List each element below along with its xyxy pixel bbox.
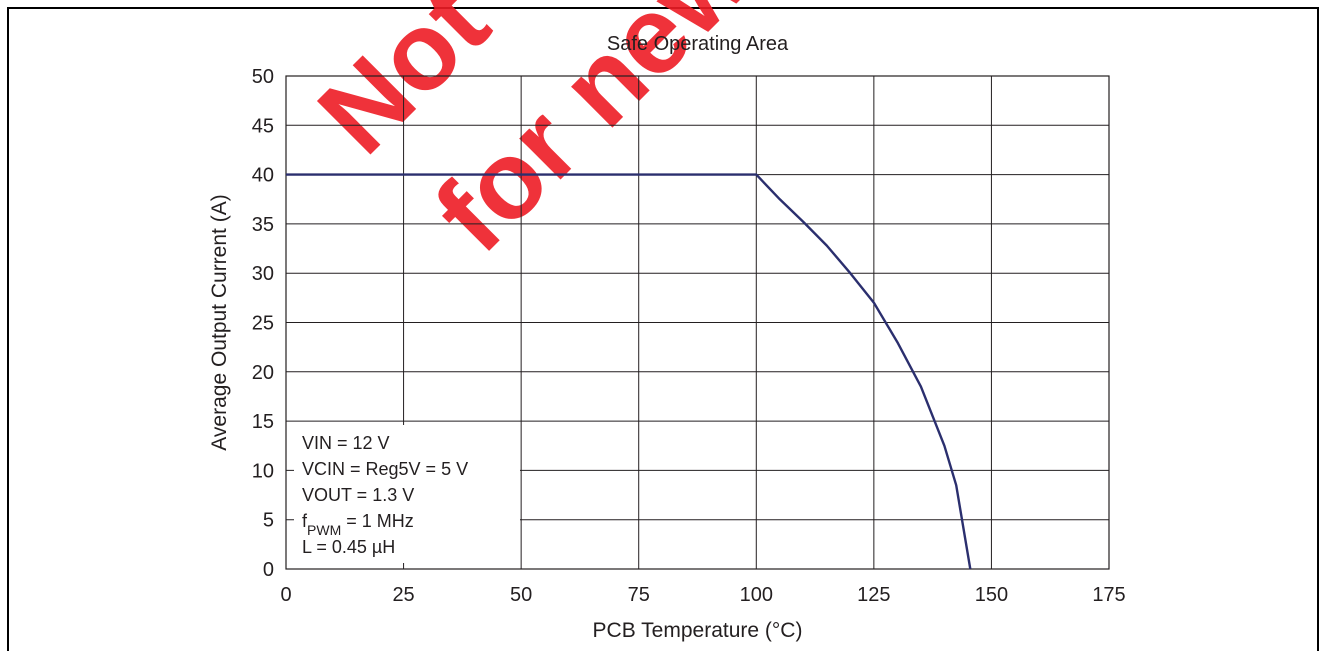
y-tick-label: 30 xyxy=(252,263,274,285)
y-tick-label: 40 xyxy=(252,165,274,187)
annotation-subscript: PWM xyxy=(307,522,341,538)
annotation-line: fPWM = 1 MHz xyxy=(302,511,414,538)
series-group xyxy=(286,173,972,570)
grid xyxy=(286,76,1109,569)
y-tick-label: 25 xyxy=(252,313,274,335)
x-tick-label: 175 xyxy=(1092,584,1125,606)
y-tick-label: 35 xyxy=(252,214,274,236)
annotation-suffix: = 1 MHz xyxy=(341,511,414,531)
y-tick-label: 45 xyxy=(252,115,274,137)
series-line xyxy=(286,173,972,570)
x-tick-label: 50 xyxy=(510,584,532,606)
y-axis-label: Average Output Current (A) xyxy=(208,194,231,450)
x-tick-label: 100 xyxy=(740,584,773,606)
y-axis-ticks: 0 5 10 15 20 25 30 35 40 45 50 xyxy=(252,66,274,581)
chart-title: Safe Operating Area xyxy=(607,33,789,55)
annotation-line: VIN = 12 V xyxy=(302,433,390,453)
y-tick-label: 15 xyxy=(252,411,274,433)
annotation-background xyxy=(294,425,520,563)
x-tick-label: 25 xyxy=(392,584,414,606)
x-axis-ticks: 0 25 50 75 100 125 150 175 xyxy=(280,584,1125,606)
y-tick-label: 50 xyxy=(252,66,274,88)
y-tick-label: 0 xyxy=(263,559,274,581)
annotation-line: L = 0.45 µH xyxy=(302,537,395,557)
plot-area xyxy=(285,75,1110,570)
x-tick-label: 75 xyxy=(628,584,650,606)
annotation-line: VCIN = Reg5V = 5 V xyxy=(302,459,468,479)
annotation-line: VOUT = 1.3 V xyxy=(302,485,414,505)
x-tick-label: 150 xyxy=(975,584,1008,606)
y-tick-label: 10 xyxy=(252,460,274,482)
y-tick-label: 20 xyxy=(252,362,274,384)
figure-frame xyxy=(7,7,1319,651)
annotation-prefix: f xyxy=(302,511,308,531)
x-tick-label: 125 xyxy=(857,584,890,606)
x-axis-label: PCB Temperature (°C) xyxy=(593,619,803,642)
x-tick-label: 0 xyxy=(280,584,291,606)
y-tick-label: 5 xyxy=(263,510,274,532)
conditions-annotation: VIN = 12 V VCIN = Reg5V = 5 V VOUT = 1.3 V… xyxy=(294,425,520,563)
